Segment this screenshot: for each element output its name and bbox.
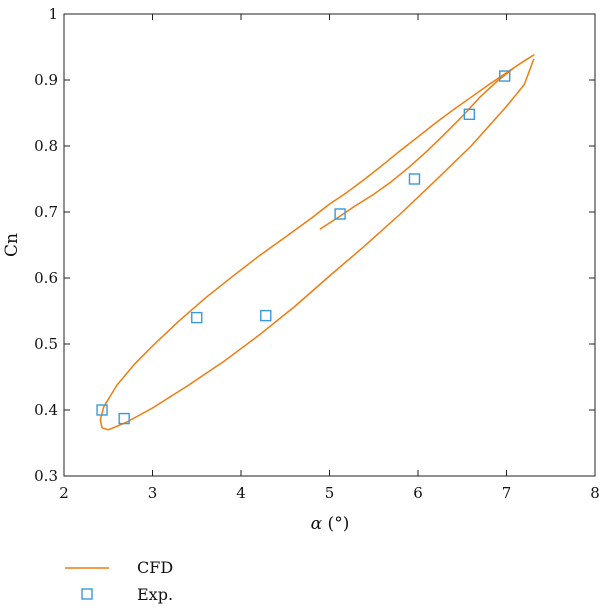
data-point-exp xyxy=(118,412,130,425)
series-line-cfd xyxy=(99,54,535,431)
x-tick-label: 5 xyxy=(325,484,335,502)
data-point-exp xyxy=(260,309,272,322)
y-tick-label: 0.3 xyxy=(34,467,58,485)
x-tick-label: 7 xyxy=(502,484,512,502)
x-axis-label-unit: (°) xyxy=(322,514,349,534)
x-axis-ticks: 2 3 4 5 6 7 8 xyxy=(59,14,600,502)
y-tick-label: 1 xyxy=(48,5,58,23)
data-point-exp xyxy=(463,108,476,121)
data-point-exp xyxy=(408,173,421,185)
x-tick-label: 2 xyxy=(59,484,69,502)
legend: CFD Exp. xyxy=(65,558,173,604)
x-tick-label: 4 xyxy=(236,484,246,502)
x-tick-label: 6 xyxy=(413,484,423,502)
legend-exp-marker xyxy=(81,588,93,600)
x-tick-label: 8 xyxy=(590,484,600,502)
data-point-exp xyxy=(191,311,203,324)
x-axis-label: α (°) xyxy=(311,514,350,534)
x-axis-label-symbol: α xyxy=(311,514,323,534)
x-tick-label: 3 xyxy=(148,484,158,502)
y-tick-label: 0.5 xyxy=(34,335,58,353)
y-tick-label: 0.6 xyxy=(34,269,58,287)
data-point-exp xyxy=(96,404,108,416)
data-point-exp xyxy=(334,208,346,220)
y-tick-label: 0.9 xyxy=(34,71,58,89)
data-point-exp xyxy=(499,70,511,82)
legend-cfd-label: CFD xyxy=(137,558,173,577)
y-tick-label: 0.7 xyxy=(34,203,58,221)
y-axis-label: Cn xyxy=(2,233,22,257)
y-axis-ticks: 0.3 0.4 0.5 0.6 0.7 0.8 0.9 1 xyxy=(34,5,595,485)
plot-frame xyxy=(63,13,596,477)
legend-exp-label: Exp. xyxy=(137,585,173,604)
series-layer xyxy=(96,54,535,431)
y-tick-label: 0.8 xyxy=(34,137,58,155)
y-tick-label: 0.4 xyxy=(34,401,58,419)
